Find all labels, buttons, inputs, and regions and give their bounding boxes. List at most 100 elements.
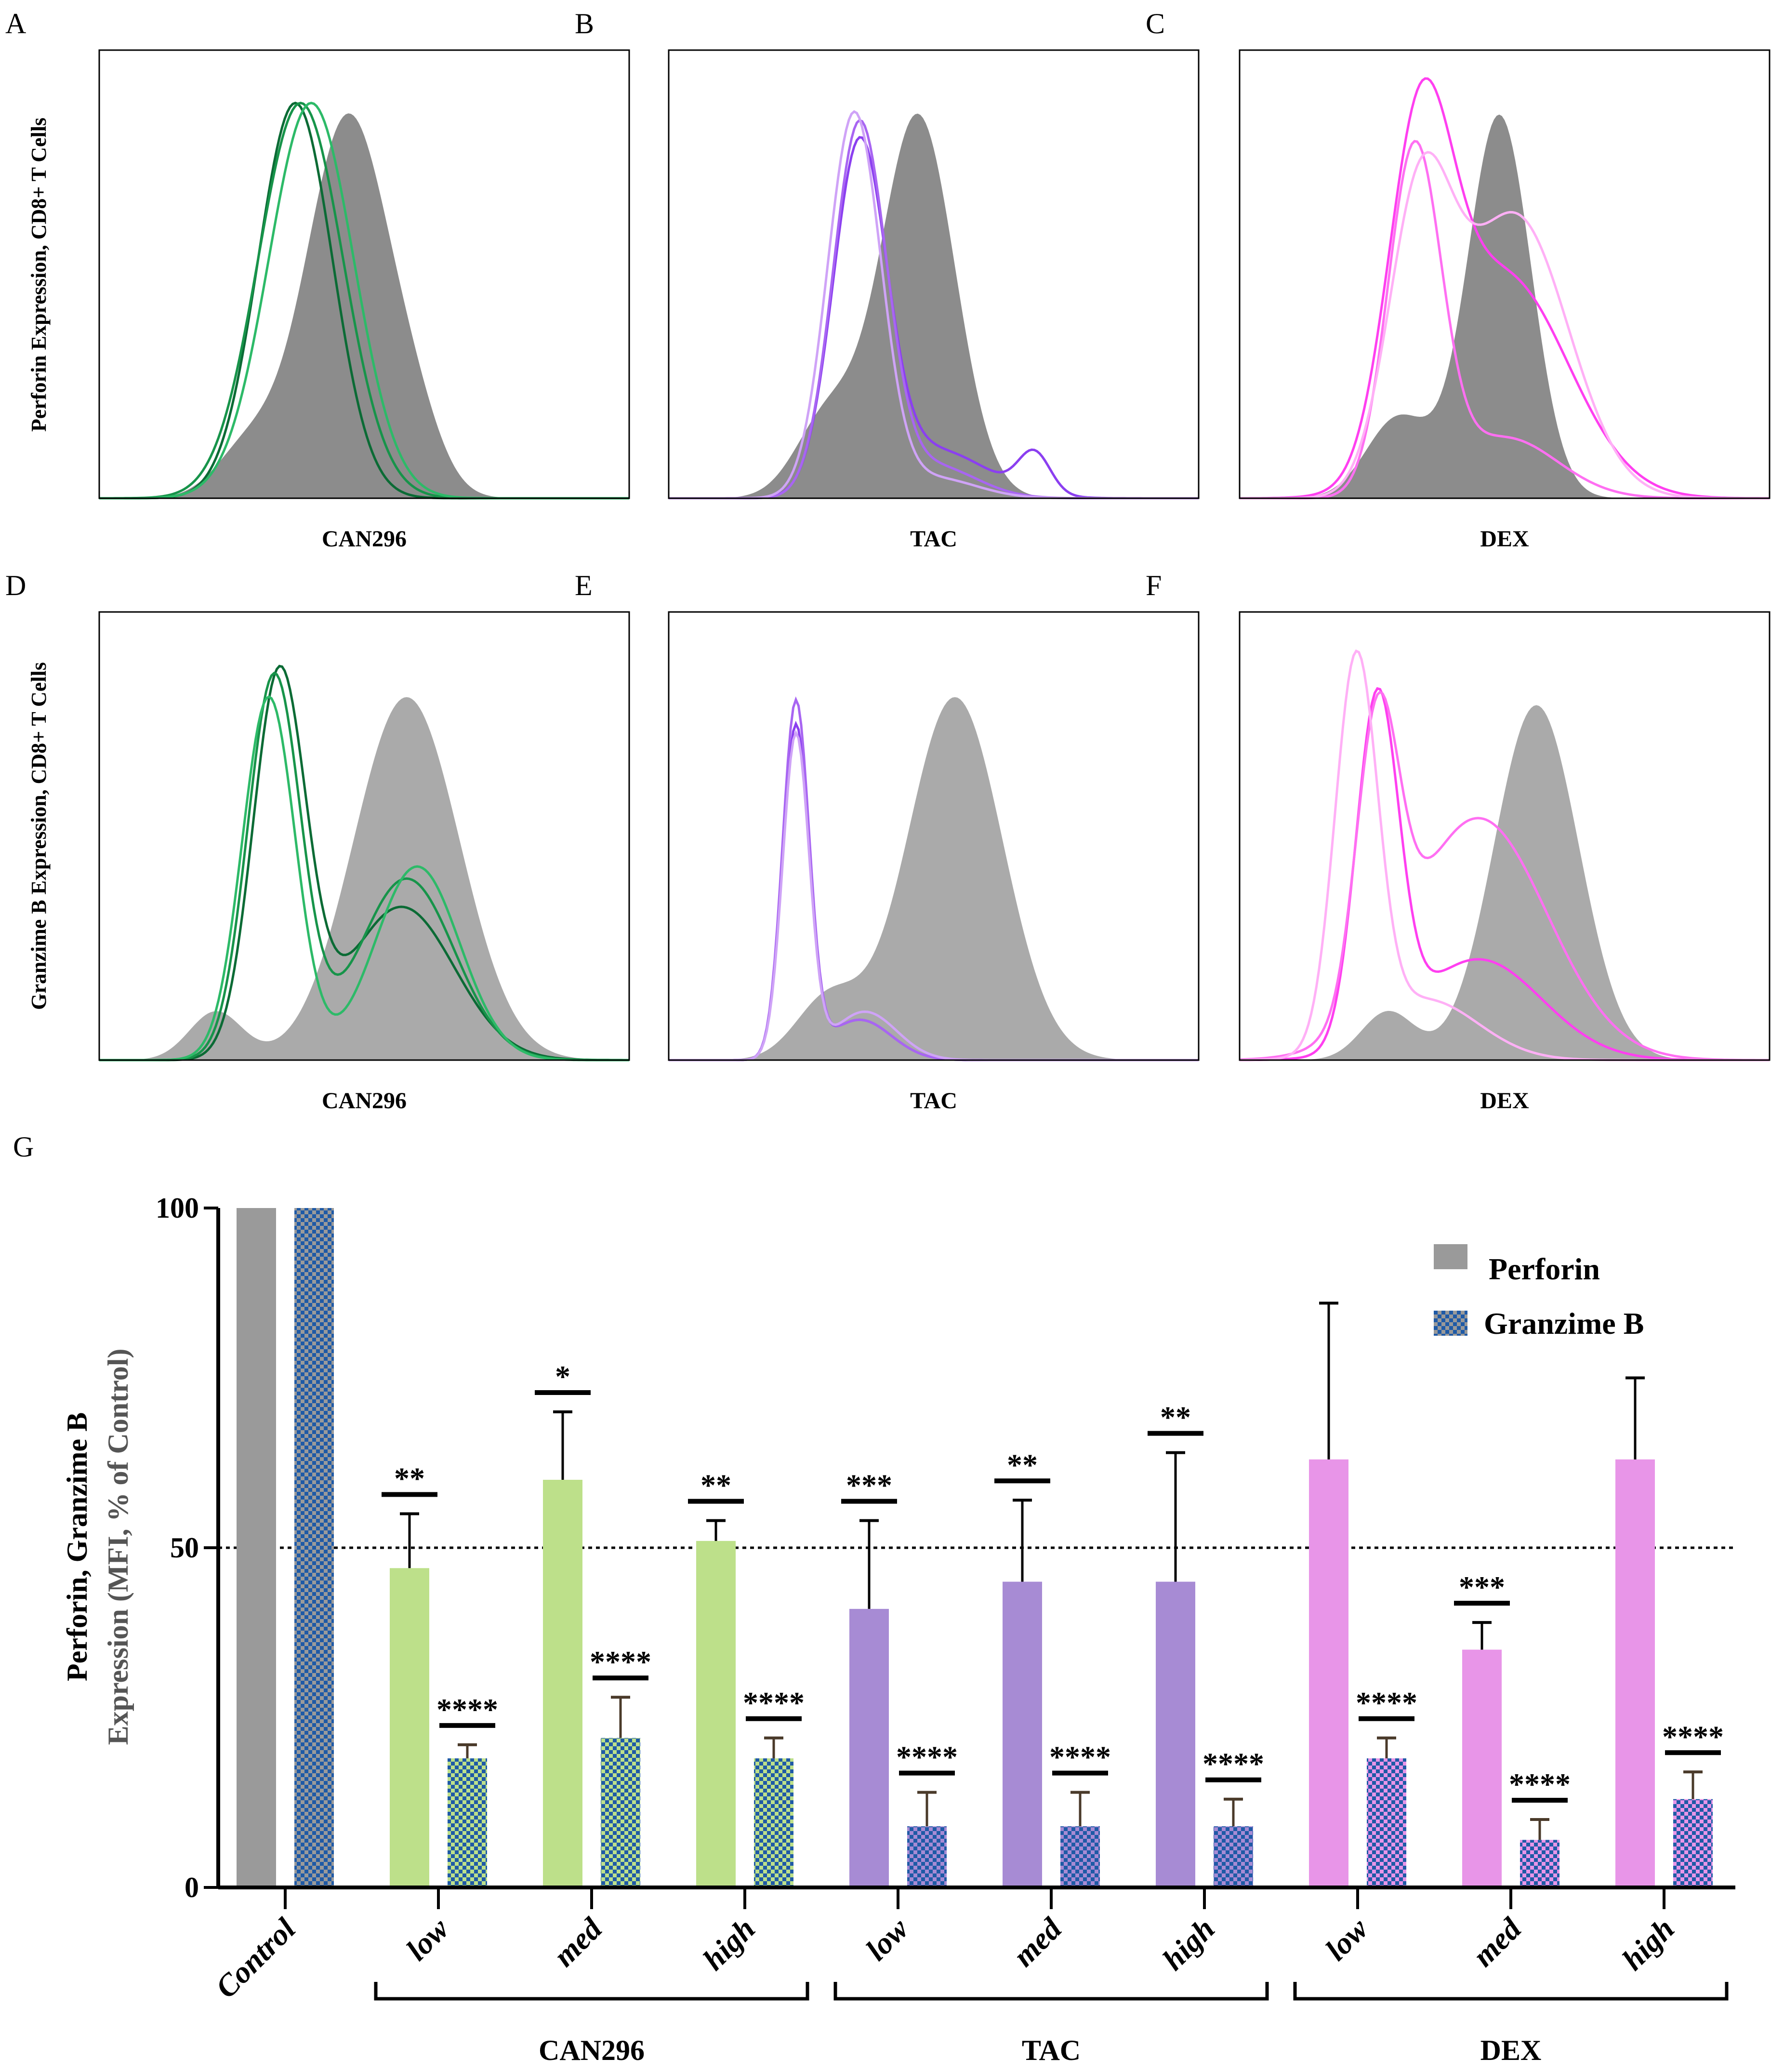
- granzime-bar: [1214, 1826, 1253, 1887]
- histogram-panel-b: B TAC: [575, 8, 1200, 552]
- perforin-bar: [543, 1480, 582, 1887]
- panel-letter: C: [1146, 8, 1165, 40]
- histogram-panel-e: E TAC: [575, 570, 1200, 1114]
- granzime-bar: [294, 1208, 334, 1887]
- panel-frame: [668, 49, 1200, 499]
- granzime-bar: [1367, 1758, 1406, 1887]
- significance-stars: ****: [590, 1645, 651, 1679]
- panel-xlabel: DEX: [1480, 1088, 1529, 1114]
- bar-ylabel-line2: Expression (MFI, % of Control): [102, 1349, 134, 1745]
- significance-stars: ****: [436, 1692, 498, 1727]
- panel-frame: [1239, 49, 1771, 499]
- significance-stars: **: [700, 1468, 731, 1502]
- group-bracket: [374, 1982, 809, 2001]
- significance-stars: **: [1007, 1448, 1038, 1482]
- histogram-panel-c: C DEX: [1146, 8, 1771, 552]
- significance-stars: **: [1160, 1400, 1191, 1434]
- row1-ylabel: Perforin Expression, CD8+ T Cells: [27, 118, 51, 432]
- panel-letter: D: [5, 570, 26, 601]
- perforin-bar: [696, 1541, 736, 1887]
- row2-ylabel: Granzime B Expression, CD8+ T Cells: [27, 662, 51, 1010]
- group-label: DEX: [1480, 2034, 1542, 2066]
- y-tick-label: 0: [185, 1872, 199, 1903]
- histogram-panel-d: D CAN296: [5, 570, 630, 1114]
- granzime-bar: [1520, 1840, 1559, 1887]
- y-tick-label: 100: [156, 1192, 199, 1224]
- group-bracket: [833, 1982, 1269, 2001]
- group-label: TAC: [1022, 2034, 1081, 2066]
- treatment-histogram-line: [99, 695, 629, 1062]
- panel-xlabel: TAC: [910, 526, 957, 552]
- control-histogram: [1240, 705, 1770, 1060]
- legend-label-granzime: Granzime B: [1484, 1306, 1644, 1341]
- panel-xlabel: CAN296: [322, 526, 407, 552]
- significance-stars: ****: [1049, 1740, 1111, 1774]
- perforin-bar: [1615, 1459, 1655, 1887]
- panel-xlabel: DEX: [1480, 526, 1529, 552]
- granzime-bar: [907, 1826, 947, 1887]
- significance-stars: ***: [846, 1468, 892, 1502]
- significance-stars: ****: [1203, 1747, 1264, 1781]
- significance-stars: **: [394, 1461, 425, 1496]
- bar-ylabel-line1: Perforin, Granzime B: [61, 1412, 93, 1681]
- control-histogram: [99, 113, 629, 499]
- group-bracket: [1293, 1982, 1729, 2001]
- perforin-bar: [849, 1608, 889, 1887]
- histogram-panel-a: A CAN296: [5, 8, 630, 552]
- panel-letter: F: [1146, 570, 1162, 601]
- perforin-bar: [390, 1568, 429, 1887]
- panel-letter-g: G: [13, 1131, 34, 1163]
- panel-frame: [98, 611, 630, 1061]
- panel-xlabel: CAN296: [322, 1088, 407, 1114]
- bar-chart: Control******low*****med******high******…: [156, 1192, 1735, 2066]
- perforin-bar: [1462, 1649, 1502, 1887]
- legend-swatch-perforin: [1434, 1244, 1467, 1269]
- category-label: high: [1156, 1912, 1221, 1977]
- control-histogram: [669, 113, 1199, 499]
- group-label: CAN296: [539, 2034, 645, 2066]
- granzime-bar: [601, 1738, 640, 1887]
- perforin-bar: [1309, 1459, 1348, 1887]
- control-histogram: [669, 697, 1199, 1060]
- significance-stars: ****: [1509, 1767, 1571, 1801]
- category-label: high: [1615, 1912, 1681, 1977]
- panel-frame: [668, 611, 1200, 1061]
- legend-swatch-granzime: [1434, 1311, 1467, 1336]
- significance-stars: ****: [1356, 1686, 1417, 1720]
- y-tick-label: 50: [170, 1532, 199, 1564]
- panel-frame: [98, 49, 630, 499]
- category-label: med: [547, 1911, 609, 1973]
- category-label: med: [1006, 1911, 1069, 1973]
- granzime-bar: [1673, 1799, 1713, 1887]
- control-histogram: [99, 697, 629, 1060]
- histogram-panels: A CAN296 B TAC C DEX D CAN296 E TAC F DEX: [5, 8, 1771, 1114]
- category-label: high: [696, 1912, 762, 1977]
- granzime-bar: [754, 1758, 793, 1887]
- category-label: med: [1466, 1911, 1528, 1973]
- perforin-bar: [237, 1208, 276, 1887]
- perforin-bar: [1003, 1581, 1042, 1887]
- granzime-bar: [1060, 1826, 1100, 1887]
- significance-stars: ****: [743, 1686, 805, 1720]
- perforin-bar: [1156, 1581, 1195, 1887]
- panel-letter: A: [5, 8, 26, 40]
- granzime-bar: [448, 1758, 487, 1887]
- legend-label-perforin: Perforin: [1489, 1252, 1600, 1286]
- treatment-histogram-line: [1240, 77, 1770, 500]
- legend: Perforin Granzime B: [1434, 1244, 1644, 1341]
- significance-stars: ****: [896, 1740, 958, 1774]
- treatment-histogram-line: [1239, 691, 1770, 1062]
- significance-stars: ****: [1662, 1719, 1724, 1753]
- panel-frame: [1239, 611, 1771, 1061]
- category-label: low: [1319, 1911, 1374, 1967]
- category-label: Control: [209, 1912, 302, 2005]
- panel-xlabel: TAC: [910, 1088, 957, 1114]
- treatment-histogram-line: [1240, 151, 1770, 500]
- histogram-panel-f: F DEX: [1146, 570, 1771, 1114]
- significance-stars: *: [555, 1359, 570, 1394]
- significance-stars: ***: [1459, 1570, 1505, 1604]
- category-label: low: [399, 1911, 455, 1967]
- panel-letter: E: [575, 570, 593, 601]
- panel-letter: B: [575, 8, 594, 40]
